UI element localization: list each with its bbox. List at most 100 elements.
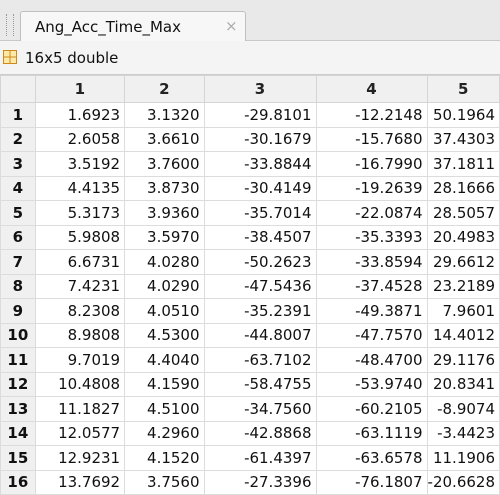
row-header: 15: [0, 445, 36, 471]
cell: -19.2639: [315, 175, 428, 201]
table-row: 5 5.3173 3.9360 -35.7014 -22.0874 28.5057: [0, 200, 500, 226]
cell: -35.7014: [203, 200, 317, 226]
cell: 50.1964: [426, 102, 500, 128]
cell: 8.9808: [34, 322, 126, 348]
cell: 4.1590: [124, 371, 205, 397]
cell: -33.8594: [315, 249, 428, 275]
tab-title[interactable]: Ang_Acc_Time_Max: [35, 18, 182, 36]
row-header: 13: [0, 396, 36, 422]
cell: -50.2623: [203, 249, 317, 275]
cell: 7.4231: [34, 273, 126, 299]
data-table: 1 2 3 4 5 1 1.6923 3.1320 -29.8101 -12.2148 50.196…: [0, 75, 500, 495]
cell: -44.8007: [203, 322, 317, 348]
column-header: 2: [124, 75, 205, 103]
cell: -63.6578: [315, 445, 428, 471]
cell: -16.7990: [315, 151, 428, 177]
table-row: 12 10.4808 4.1590 -58.4755 -53.9740 20.8341: [0, 371, 500, 397]
column-header: 1: [34, 75, 126, 103]
row-header: 5: [0, 200, 36, 226]
cell: -63.7102: [203, 347, 317, 373]
cell: 4.2960: [124, 420, 205, 446]
row-header: 12: [0, 371, 36, 397]
cell: 3.7560: [124, 469, 205, 495]
cell: 4.0510: [124, 298, 205, 324]
cell: -53.9740: [315, 371, 428, 397]
cell: 20.8341: [426, 371, 500, 397]
row-header: 8: [0, 273, 36, 299]
cell: -61.4397: [203, 445, 317, 471]
table-row: 6 5.9808 3.5970 -38.4507 -35.3393 20.4983: [0, 224, 500, 250]
cell: 28.5057: [426, 200, 500, 226]
cell: 4.5300: [124, 322, 205, 348]
cell: -38.4507: [203, 224, 317, 250]
cell: 3.1320: [124, 102, 205, 128]
cell: 3.5192: [34, 151, 126, 177]
cell: 11.1906: [426, 445, 500, 471]
size-label: 16x5 double: [25, 49, 119, 67]
cell: -30.4149: [203, 175, 317, 201]
cell: 29.6612: [426, 249, 500, 275]
grip: [6, 14, 14, 36]
cell: 14.4012: [426, 322, 500, 348]
cell: 6.6731: [34, 249, 126, 275]
table-row: 1 1.6923 3.1320 -29.8101 -12.2148 50.1964: [0, 102, 500, 128]
cell: 37.1811: [426, 151, 500, 177]
cell: -27.3396: [203, 469, 317, 495]
cell: -63.1119: [315, 420, 428, 446]
cell: 10.4808: [34, 371, 126, 397]
table-row: 7 6.6731 4.0280 -50.2623 -33.8594 29.6612: [0, 249, 500, 275]
cell: 9.7019: [34, 347, 126, 373]
cell: 3.8730: [124, 175, 205, 201]
cell: 4.5100: [124, 396, 205, 422]
cell: 4.0280: [124, 249, 205, 275]
cell: -35.2391: [203, 298, 317, 324]
row-header: 16: [0, 469, 36, 495]
column-header: 5: [426, 75, 500, 103]
tab[interactable]: Ang_Acc_Time_Max ×: [20, 11, 246, 41]
cell: 3.7600: [124, 151, 205, 177]
cell: -58.4755: [203, 371, 317, 397]
corner: [0, 75, 36, 103]
row-header: 2: [0, 126, 36, 152]
toolbar: 16x5 double: [0, 41, 500, 75]
cell: 7.9601: [426, 298, 500, 324]
cell: 37.4303: [426, 126, 500, 152]
cell: -49.3871: [315, 298, 428, 324]
cell: -34.7560: [203, 396, 317, 422]
table-row: 4 4.4135 3.8730 -30.4149 -19.2639 28.1666: [0, 175, 500, 201]
row-header: 1: [0, 102, 36, 128]
table-row: 3 3.5192 3.7600 -33.8844 -16.7990 37.1811: [0, 151, 500, 177]
cell: 3.6610: [124, 126, 205, 152]
cell: 12.0577: [34, 420, 126, 446]
row-header: 4: [0, 175, 36, 201]
row-header: 11: [0, 347, 36, 373]
tab-bar: Ang_Acc_Time_Max ×: [0, 0, 500, 41]
cell: 29.1176: [426, 347, 500, 373]
grid-icon: [3, 50, 17, 64]
cell: -47.7570: [315, 322, 428, 348]
cell: 4.4040: [124, 347, 205, 373]
cell: -48.4700: [315, 347, 428, 373]
cell: -35.3393: [315, 224, 428, 250]
cell: 3.5970: [124, 224, 205, 250]
table-row: 15 12.9231 4.1520 -61.4397 -63.6578 11.1906: [0, 445, 500, 471]
cell: 28.1666: [426, 175, 500, 201]
cell: 8.2308: [34, 298, 126, 324]
cell: -15.7680: [315, 126, 428, 152]
row-header: 3: [0, 151, 36, 177]
cell: -60.2105: [315, 396, 428, 422]
cell: 13.7692: [34, 469, 126, 495]
cell: -22.0874: [315, 200, 428, 226]
cell: -8.9074: [426, 396, 500, 422]
cell: -47.5436: [203, 273, 317, 299]
cell: 3.9360: [124, 200, 205, 226]
cell: 5.9808: [34, 224, 126, 250]
table-row: 9 8.2308 4.0510 -35.2391 -49.3871 7.9601: [0, 298, 500, 324]
cell: 5.3173: [34, 200, 126, 226]
table-row: 2 2.6058 3.6610 -30.1679 -15.7680 37.4303: [0, 126, 500, 152]
tab-close[interactable]: ×: [225, 17, 238, 35]
cell: 4.4135: [34, 175, 126, 201]
cell: 23.2189: [426, 273, 500, 299]
cell: -30.1679: [203, 126, 317, 152]
